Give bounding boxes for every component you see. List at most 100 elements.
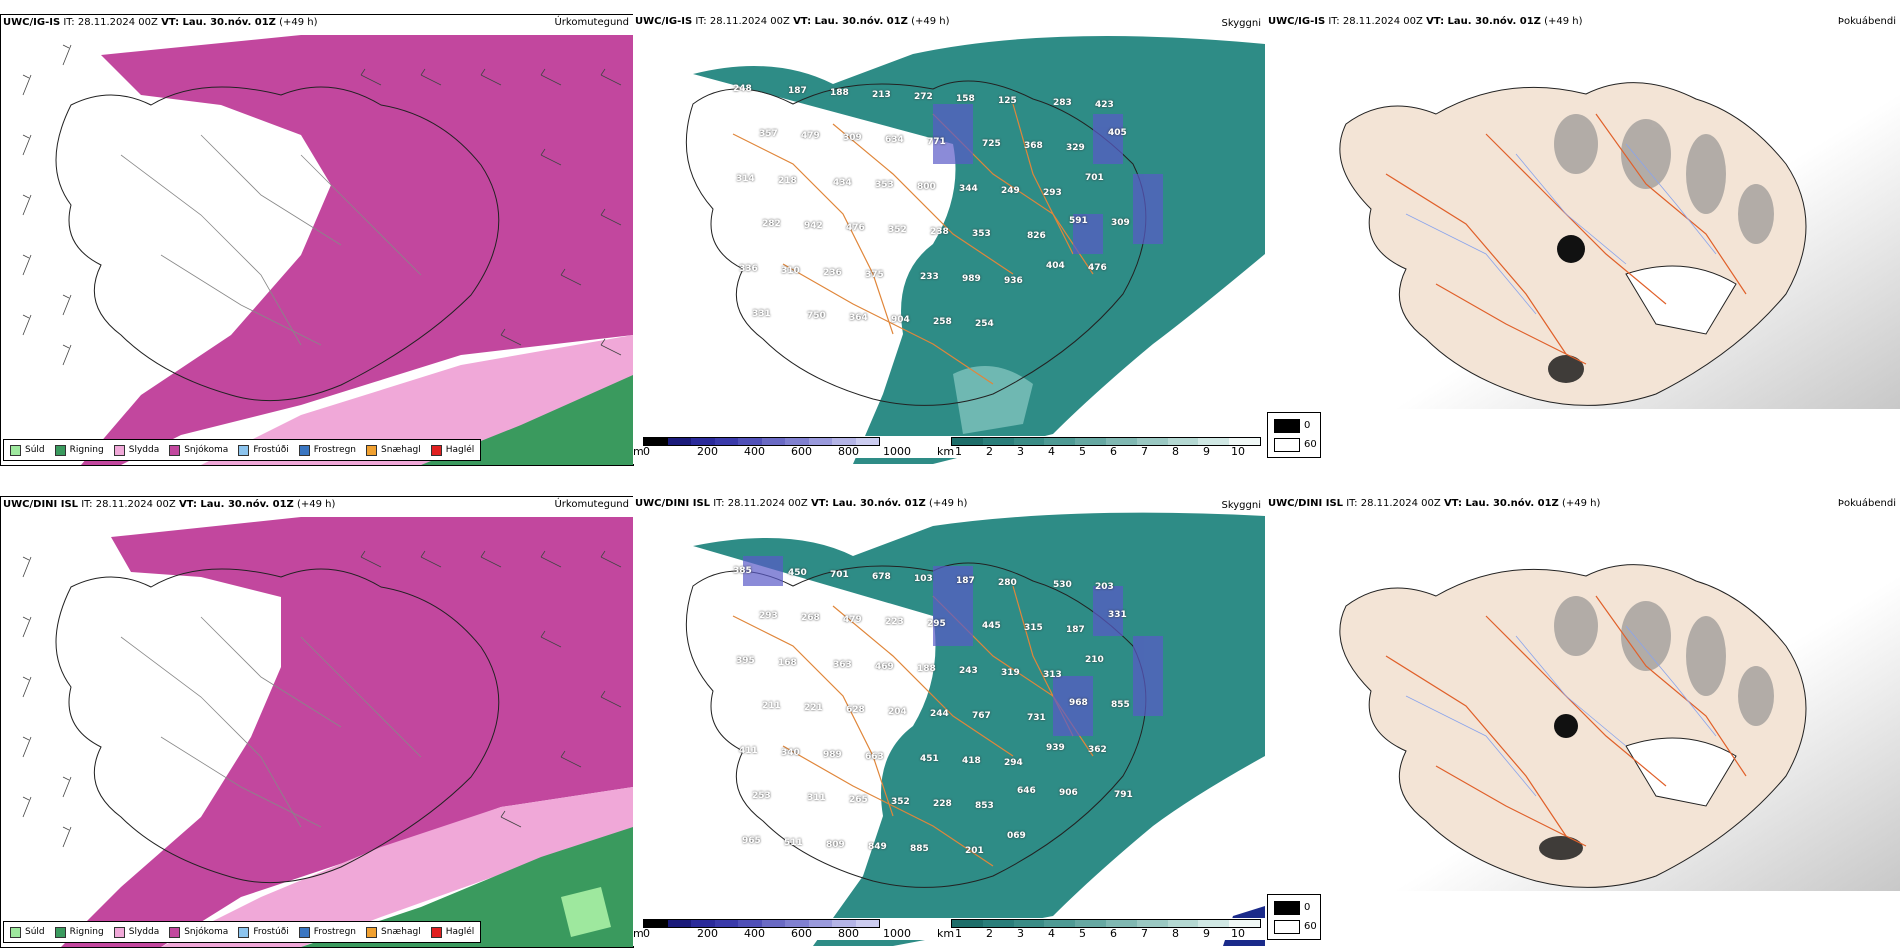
- fog-panel-bottom: UWC/DINI ISL IT: 28.11.2024 00Z VT: Lau.…: [1266, 496, 1900, 946]
- legend-item: Snjókoma: [169, 444, 228, 456]
- cloud-base-label: 221: [804, 703, 823, 713]
- cloud-base-label: 282: [762, 219, 781, 229]
- tick: 200: [697, 927, 718, 940]
- swatch-fog-low: [1274, 901, 1300, 915]
- cloud-base-label: 295: [927, 619, 946, 629]
- cloud-base-label: 451: [920, 754, 939, 764]
- cloud-base-label: 213: [872, 90, 891, 100]
- swatch-freezing-rain: [298, 926, 310, 938]
- cloud-base-label: 329: [1066, 143, 1085, 153]
- legend-item: Snæhagl: [366, 444, 421, 456]
- tick: 4: [1048, 445, 1055, 458]
- cloud-base-label: 315: [1024, 623, 1043, 633]
- cloud-base-label: 701: [830, 570, 849, 580]
- cloud-base-label: 248: [733, 84, 752, 94]
- cloud-base-label: 168: [778, 658, 797, 668]
- cloud-base-label: 319: [1001, 668, 1020, 678]
- legend-label: Snæhagl: [381, 927, 421, 937]
- panel-title: Þokuábendi: [1837, 16, 1896, 27]
- panel-title: Skyggni: [1221, 500, 1261, 511]
- cloud-base-label: 450: [788, 568, 807, 578]
- cloud-base-label: 204: [888, 707, 907, 717]
- legend-item: Frostúði: [238, 444, 289, 456]
- cloud-base-label: 906: [1059, 788, 1078, 798]
- cloud-base-label: 942: [804, 221, 823, 231]
- fog-header-bottom: UWC/DINI ISL IT: 28.11.2024 00Z VT: Lau.…: [1268, 498, 1600, 509]
- legend-item: Frostregn: [298, 444, 356, 456]
- colorbar-bottom: m 0 200 400 600 800 1000 km 1 2 3 4 5 6 …: [633, 918, 1265, 940]
- cloud-base-colorbar: [643, 437, 880, 446]
- init-time: IT: 28.11.2024 00Z: [81, 499, 176, 510]
- tick: 2: [986, 927, 993, 940]
- legend-label: Snjókoma: [184, 927, 229, 937]
- init-time: IT: 28.11.2024 00Z: [63, 17, 158, 28]
- cloud-base-label: 331: [752, 309, 771, 319]
- cloud-base-label: 826: [1027, 231, 1046, 241]
- init-time: IT: 28.11.2024 00Z: [713, 498, 808, 509]
- fog-header-top: UWC/IG-IS IT: 28.11.2024 00Z VT: Lau. 30…: [1268, 16, 1583, 27]
- cloud-base-label: 368: [1024, 141, 1043, 151]
- swatch-fog-low: [1274, 419, 1300, 433]
- cloud-base-label: 469: [875, 662, 894, 672]
- cloud-base-label: 223: [885, 617, 904, 627]
- swatch-drizzle: [10, 926, 21, 938]
- valid-time: VT: Lau. 30.nóv. 01Z: [161, 17, 276, 28]
- swatch-rain: [54, 444, 66, 456]
- tick: 4: [1048, 927, 1055, 940]
- valid-time: VT: Lau. 30.nóv. 01Z: [793, 16, 908, 27]
- tick: 5: [1079, 445, 1086, 458]
- tick: 8: [1172, 927, 1179, 940]
- legend-item: Slydda: [113, 926, 160, 938]
- cloud-base-label: 249: [1001, 186, 1020, 196]
- cloud-base-label: 418: [962, 756, 981, 766]
- cloud-base-label: 750: [807, 311, 826, 321]
- lead-time: (+49 h): [297, 499, 336, 510]
- colorbar-top: m 0 200 400 600 800 1000 km 1 2 3 4 5 6 …: [633, 436, 1265, 458]
- cloud-visibility-panel-bottom: UWC/DINI ISL IT: 28.11.2024 00Z VT: Lau.…: [633, 496, 1265, 946]
- swatch-freezing-drizzle: [238, 926, 250, 938]
- model-name: UWC/IG-IS: [3, 17, 61, 28]
- model-name: UWC/IG-IS: [635, 16, 693, 27]
- cloud-base-colorbar: [643, 919, 880, 928]
- legend-label: Slydda: [128, 927, 160, 937]
- cloud-base-label: 423: [1095, 100, 1114, 110]
- init-time: IT: 28.11.2024 00Z: [695, 16, 790, 27]
- cloud-base-label: 591: [1069, 216, 1088, 226]
- panel-title: Úrkomutegund: [554, 499, 629, 510]
- valid-time: VT: Lau. 30.nóv. 01Z: [810, 498, 926, 509]
- tick: 1: [955, 445, 962, 458]
- valid-time: VT: Lau. 30.nóv. 01Z: [1443, 498, 1559, 509]
- tick: 10: [1231, 927, 1245, 940]
- tick: 1000: [883, 445, 911, 458]
- cloud-base-label: 314: [736, 174, 755, 184]
- cloud-base-label: 968: [1069, 698, 1088, 708]
- fog-tick: 0: [1304, 420, 1311, 431]
- swatch-fog-high: [1274, 438, 1300, 452]
- valid-time: VT: Lau. 30.nóv. 01Z: [178, 499, 294, 510]
- cloud-base-label: 701: [1085, 173, 1104, 183]
- panel-title: Þokuábendi: [1837, 498, 1896, 509]
- lead-time: (+49 h): [1544, 16, 1583, 27]
- cloud-base-label: 258: [933, 317, 952, 327]
- precip-map-top: [1, 15, 633, 465]
- cloud-base-label: 353: [875, 180, 894, 190]
- cloud-base-label: 849: [868, 842, 887, 852]
- legend-item: Frostúði: [238, 926, 289, 938]
- cloud-base-label: 965: [742, 836, 761, 846]
- cloud-base-label: 187: [788, 86, 807, 96]
- lead-time: (+49 h): [279, 17, 318, 28]
- tick: 800: [838, 445, 859, 458]
- legend-label: Frostúði: [253, 445, 289, 455]
- cloud-base-label: 187: [1066, 625, 1085, 635]
- swatch-snow: [169, 444, 181, 456]
- precip-type-panel-top: UWC/IG-IS IT: 28.11.2024 00Z VT: Lau. 30…: [0, 14, 634, 466]
- visibility-unit: km: [937, 445, 955, 458]
- cloud-base-label: 233: [920, 272, 939, 282]
- cloud-base-label: 103: [914, 574, 933, 584]
- cloud-base-label: 445: [982, 621, 1001, 631]
- swatch-fog-high: [1274, 920, 1300, 934]
- swatch-snow-pellets: [366, 444, 378, 456]
- swatch-snow: [169, 926, 181, 938]
- cloud-base-label: 800: [917, 182, 936, 192]
- lead-time: (+49 h): [929, 498, 968, 509]
